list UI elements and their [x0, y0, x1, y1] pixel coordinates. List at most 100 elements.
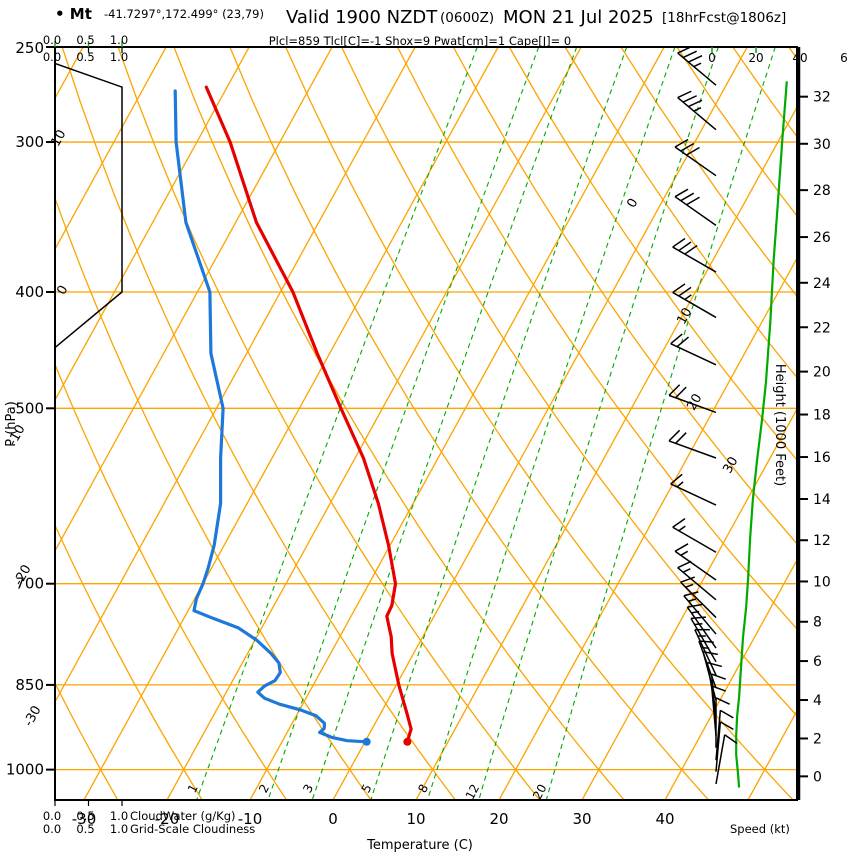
- dry-adiabat-line: [55, 362, 288, 800]
- wind-barb-half: [684, 294, 692, 301]
- wind-barb-staff: [674, 550, 717, 581]
- dry-adiabat-line: [173, 47, 625, 800]
- wind-barb-full: [678, 241, 692, 252]
- height-tick-label: 22: [813, 320, 831, 336]
- cloudwater-scale-value-bottom: 0.5: [76, 809, 94, 823]
- height-tick-label: 24: [813, 276, 831, 292]
- cloudiness-scale-value: 0.0: [43, 50, 61, 64]
- dry-adiabat-line: [117, 47, 541, 800]
- plot-frame: [54, 46, 798, 801]
- cloudwater-scale-value-bottom: 0.0: [43, 809, 61, 823]
- mixing-ratio-line: [478, 47, 719, 800]
- dry-adiabat-line: [564, 47, 797, 379]
- temperature-curve: [204, 85, 413, 744]
- wind-barb-half: [678, 525, 686, 532]
- plot-frame-layer: [54, 46, 801, 801]
- cloudiness-scale-value: 0.5: [76, 50, 94, 64]
- height-tick-label: 10: [813, 574, 831, 590]
- isotherm-line: [332, 47, 748, 800]
- height-tick-label: 20: [813, 365, 831, 381]
- mixing-ratio-label: 12: [463, 782, 483, 802]
- temperature-tick-label: 30: [572, 810, 591, 828]
- dry-adiabat-line: [508, 47, 797, 461]
- isotherm-line: [249, 47, 665, 800]
- wind-barb-half: [693, 107, 702, 112]
- wind-barb-staff: [668, 440, 717, 459]
- height-tick-label: 6: [813, 654, 822, 670]
- wind-barb-full: [690, 616, 707, 620]
- wind-barb-full: [686, 196, 700, 206]
- isotherm-line: [55, 47, 333, 553]
- wind-barb-full: [677, 560, 692, 569]
- height-tick-label: 16: [813, 450, 831, 466]
- cloudiness-scale-value: 1.0: [110, 50, 128, 64]
- isotherm-line: [498, 256, 797, 800]
- wind-barb-full: [676, 336, 690, 348]
- cloudwater-scale-value: 0.0: [43, 33, 61, 47]
- dry-adiabat-line: [229, 47, 710, 800]
- surface-temperature-dot: [403, 737, 412, 746]
- wind-barb-full: [687, 603, 703, 608]
- isotherm-label-left: 10: [48, 127, 69, 149]
- wind-barb-full: [680, 142, 695, 152]
- wind-barb-full: [668, 384, 681, 396]
- mixing-ratio-line: [426, 47, 676, 800]
- sounding-profiles-layer: [173, 85, 413, 746]
- cloudwater-scale-value: 0.5: [76, 33, 94, 47]
- wind-barb-staff: [715, 734, 726, 785]
- isotherm-line: [581, 407, 797, 800]
- temperature-tick-label: 40: [655, 810, 674, 828]
- mixing-ratio-label: 8: [415, 782, 431, 795]
- isotherm-line: [83, 47, 499, 800]
- pressure-axis-label: P (hPa): [4, 401, 19, 447]
- pressure-tick-label: 500: [15, 399, 44, 417]
- wind-barb-full: [719, 709, 734, 719]
- cloudwater-scale-value: 1.0: [110, 33, 128, 47]
- wind-barb-full: [672, 283, 686, 294]
- wind-barb-half: [680, 550, 689, 556]
- temperature-tick-label: 10: [406, 810, 425, 828]
- dry-adiabat-line: [845, 47, 850, 800]
- dry-adiabat-line: [396, 47, 797, 630]
- wind-barb-staff: [674, 196, 717, 226]
- wind-barb-full: [682, 50, 697, 59]
- wind-barb-full: [688, 99, 703, 108]
- isotherm-label-left: 0: [54, 283, 71, 298]
- isotherm-label-right: 30: [720, 454, 741, 476]
- pressure-tick-label: 250: [15, 39, 44, 57]
- wind-barb-full: [670, 473, 683, 485]
- wind-barb-staff: [686, 606, 717, 649]
- wind-barb-staff: [672, 291, 717, 319]
- height-tick-label: 0: [813, 769, 822, 785]
- wind-speed-curve: [735, 81, 788, 788]
- isotherm-line: [55, 47, 416, 704]
- cloudiness-scale-value-bottom: 0.5: [76, 822, 94, 836]
- dry-adiabat-line: [55, 196, 372, 800]
- pressure-tick-label: 1000: [6, 761, 44, 779]
- mixing-ratio-label: 20: [530, 782, 550, 802]
- wind-barb-full: [678, 286, 692, 297]
- wind-barb-staff: [677, 97, 717, 131]
- pressure-tick-label: 400: [15, 283, 44, 301]
- height-tick-label: 8: [813, 615, 822, 631]
- speed-scale-value: 40: [792, 51, 807, 65]
- dry-adiabat-line: [55, 523, 203, 800]
- cloudwater-scale-value-bottom: 1.0: [110, 809, 128, 823]
- wind-barb-staff: [672, 526, 717, 553]
- wind-barb-staff: [674, 146, 717, 177]
- height-tick-label: 4: [813, 693, 822, 709]
- dry-adiabat-line: [452, 47, 797, 545]
- wind-barb-half: [693, 62, 702, 68]
- wind-barb-staff: [668, 394, 717, 414]
- wind-barb-full: [670, 333, 683, 345]
- dry-adiabat-line: [620, 47, 797, 298]
- wind-barb-staff: [672, 246, 717, 273]
- wind-barb-full: [674, 188, 689, 198]
- height-tick-label: 18: [813, 408, 831, 424]
- temperature-tick-label: -30: [72, 810, 97, 828]
- wind-barb-full: [682, 95, 697, 103]
- wind-barb-full: [711, 685, 726, 692]
